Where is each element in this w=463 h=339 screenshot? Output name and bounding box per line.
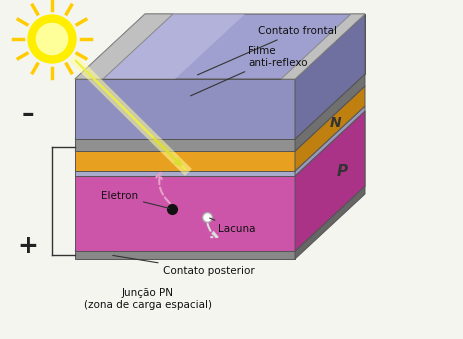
Polygon shape — [281, 14, 365, 79]
Text: Lacuna: Lacuna — [210, 218, 256, 234]
Polygon shape — [295, 111, 365, 251]
Polygon shape — [75, 86, 365, 151]
Polygon shape — [145, 14, 365, 74]
Text: Contato frontal: Contato frontal — [198, 26, 337, 75]
Polygon shape — [295, 86, 365, 171]
Polygon shape — [75, 251, 295, 259]
Polygon shape — [75, 151, 295, 171]
Polygon shape — [75, 171, 295, 176]
Polygon shape — [295, 106, 365, 176]
Text: +: + — [18, 234, 38, 258]
Polygon shape — [75, 176, 295, 251]
Polygon shape — [75, 14, 173, 79]
Text: Contato posterior: Contato posterior — [113, 256, 255, 276]
Polygon shape — [75, 14, 245, 79]
Polygon shape — [295, 186, 365, 259]
Text: –: – — [22, 102, 34, 126]
Text: N: N — [330, 116, 341, 130]
Circle shape — [28, 15, 76, 63]
Polygon shape — [75, 74, 365, 139]
Text: Junção PN
(zona de carga espacial): Junção PN (zona de carga espacial) — [84, 288, 212, 310]
Circle shape — [37, 23, 68, 55]
Polygon shape — [75, 79, 295, 139]
Text: P: P — [337, 164, 348, 179]
Text: Eletron: Eletron — [101, 191, 169, 208]
Polygon shape — [75, 186, 365, 251]
Text: Filme
anti-reflexo: Filme anti-reflexo — [191, 46, 307, 96]
Polygon shape — [295, 14, 365, 139]
Polygon shape — [75, 14, 365, 79]
Polygon shape — [295, 74, 365, 151]
Polygon shape — [75, 139, 295, 151]
Polygon shape — [295, 111, 365, 251]
